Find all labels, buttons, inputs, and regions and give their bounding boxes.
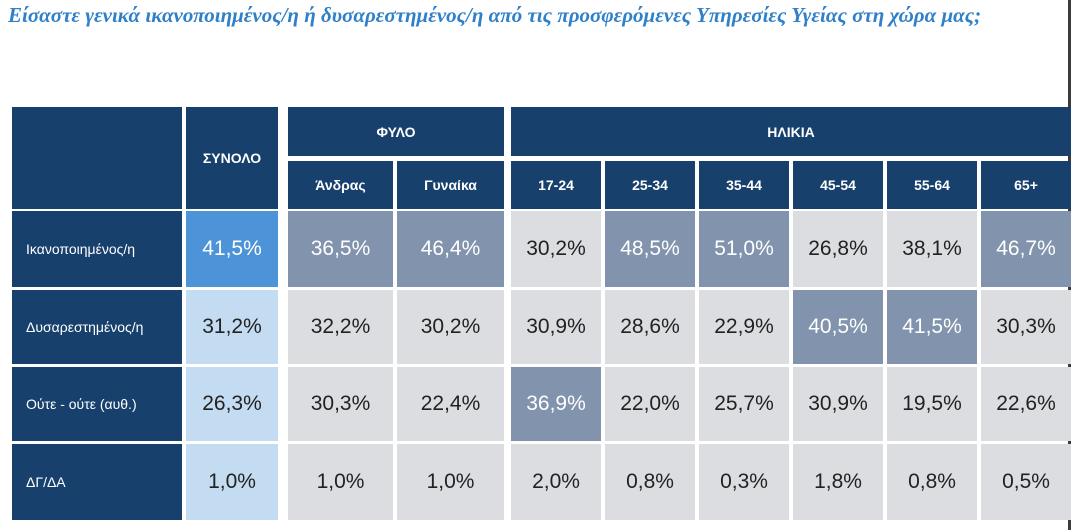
cell-dissatisfied-25-34: 28,6% bbox=[605, 290, 695, 364]
cell-dont-know-female: 1,0% bbox=[397, 444, 504, 520]
cell-dont-know-25-34: 0,8% bbox=[605, 444, 695, 520]
row-label-dissatisfied: Δυσαρεστημένος/η bbox=[12, 290, 182, 364]
header-gender-group: ΦΥΛΟ bbox=[288, 107, 504, 156]
cell-satisfied-female: 46,4% bbox=[397, 211, 504, 287]
page-title: Είσαστε γενικά ικανοποιημένος/η ή δυσαρε… bbox=[8, 3, 982, 27]
header-blank bbox=[12, 107, 182, 209]
header-total: ΣΥΝΟΛΟ bbox=[186, 107, 278, 209]
cell-neither-35-44: 25,7% bbox=[699, 367, 789, 441]
cell-satisfied-45-54: 26,8% bbox=[793, 211, 883, 287]
row-label-dont-know: ΔΓ/ΔΑ bbox=[12, 444, 182, 520]
cell-neither-65plus: 22,6% bbox=[981, 367, 1071, 441]
row-label-satisfied: Ικανοποιημένος/η bbox=[12, 211, 182, 287]
cell-dissatisfied-female: 30,2% bbox=[397, 290, 504, 364]
header-age-35-44: 35-44 bbox=[699, 161, 789, 209]
cell-satisfied-55-64: 38,1% bbox=[887, 211, 977, 287]
cell-satisfied-65plus: 46,7% bbox=[981, 211, 1071, 287]
header-age-group: ΗΛΙΚΙΑ bbox=[511, 107, 1071, 156]
cell-neither-female: 22,4% bbox=[397, 367, 504, 441]
cell-dissatisfied-total: 31,2% bbox=[186, 290, 278, 364]
header-age-65plus: 65+ bbox=[981, 161, 1071, 209]
cell-dissatisfied-35-44: 22,9% bbox=[699, 290, 789, 364]
cell-neither-55-64: 19,5% bbox=[887, 367, 977, 441]
cell-dissatisfied-65plus: 30,3% bbox=[981, 290, 1071, 364]
cell-dont-know-55-64: 0,8% bbox=[887, 444, 977, 520]
cell-satisfied-35-44: 51,0% bbox=[699, 211, 789, 287]
cell-dissatisfied-45-54: 40,5% bbox=[793, 290, 883, 364]
row-label-neither: Ούτε - ούτε (αυθ.) bbox=[12, 367, 182, 441]
cell-dont-know-35-44: 0,3% bbox=[699, 444, 789, 520]
cell-neither-17-24: 36,9% bbox=[511, 367, 601, 441]
header-age-45-54: 45-54 bbox=[793, 161, 883, 209]
cell-neither-total: 26,3% bbox=[186, 367, 278, 441]
cell-dont-know-male: 1,0% bbox=[288, 444, 393, 520]
header-age-55-64: 55-64 bbox=[887, 161, 977, 209]
cell-dissatisfied-male: 32,2% bbox=[288, 290, 393, 364]
cell-satisfied-25-34: 48,5% bbox=[605, 211, 695, 287]
header-age-17-24: 17-24 bbox=[511, 161, 601, 209]
cell-dont-know-45-54: 1,8% bbox=[793, 444, 883, 520]
cell-dont-know-total: 1,0% bbox=[186, 444, 278, 520]
cell-dont-know-65plus: 0,5% bbox=[981, 444, 1071, 520]
cell-neither-45-54: 30,9% bbox=[793, 367, 883, 441]
cell-satisfied-17-24: 30,2% bbox=[511, 211, 601, 287]
cell-dont-know-17-24: 2,0% bbox=[511, 444, 601, 520]
cell-satisfied-total: 41,5% bbox=[186, 211, 278, 287]
cell-neither-25-34: 22,0% bbox=[605, 367, 695, 441]
header-gender-female: Γυναίκα bbox=[397, 161, 504, 209]
header-age-25-34: 25-34 bbox=[605, 161, 695, 209]
cell-satisfied-male: 36,5% bbox=[288, 211, 393, 287]
header-gender-male: Άνδρας bbox=[288, 161, 393, 209]
cell-dissatisfied-17-24: 30,9% bbox=[511, 290, 601, 364]
cell-dissatisfied-55-64: 41,5% bbox=[887, 290, 977, 364]
cell-neither-male: 30,3% bbox=[288, 367, 393, 441]
